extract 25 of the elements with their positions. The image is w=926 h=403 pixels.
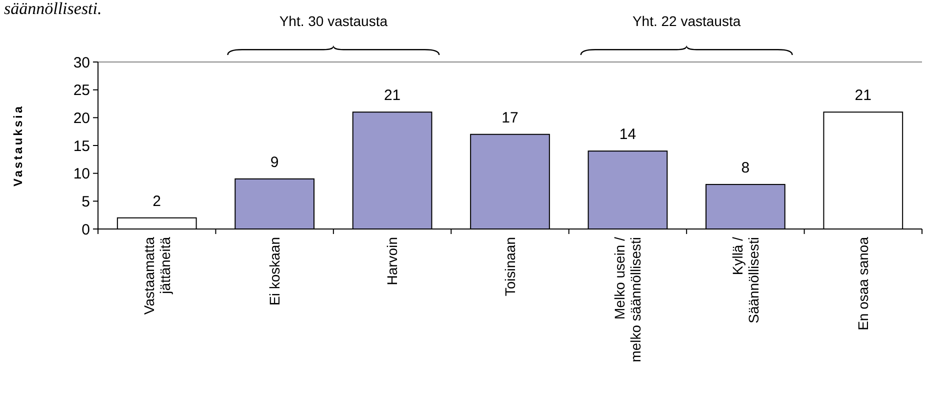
- y-tick-label: 20: [73, 110, 90, 127]
- y-axis-title: Vastauksia: [11, 104, 25, 187]
- data-label: 21: [854, 87, 872, 104]
- y-tick-label: 0: [82, 221, 90, 238]
- data-label: 21: [384, 87, 401, 104]
- x-tick-label: En osaa sanoa: [855, 236, 872, 330]
- y-tick-label: 10: [73, 166, 90, 183]
- y-tick-label: 25: [73, 82, 90, 100]
- x-tick-label: Ei koskaan: [266, 237, 282, 306]
- x-tick-label: Kyllä / Säännöllisesti: [729, 236, 762, 324]
- text: Yht. 22 vastausta: [632, 13, 741, 29]
- x-tick-label: Vastaamatta jättäneitä: [140, 236, 173, 315]
- y-tick-label: 30: [73, 54, 90, 72]
- data-label: 17: [502, 109, 518, 126]
- x-tick-label: Toisinaan: [502, 237, 518, 296]
- y-tick-label: 5: [82, 193, 90, 210]
- data-label: 14: [619, 126, 636, 144]
- x-tick-label: Harvoin: [384, 237, 400, 286]
- data-label: 2: [152, 192, 162, 210]
- y-tick-label: 15: [73, 138, 90, 155]
- data-label: 9: [270, 154, 279, 171]
- text: Yht. 30 vastausta: [279, 13, 388, 29]
- text: säännöllisesti.: [4, 0, 102, 18]
- x-tick-label: Melko usein / melko säännöllisesti: [612, 236, 644, 362]
- data-label: 8: [741, 159, 750, 176]
